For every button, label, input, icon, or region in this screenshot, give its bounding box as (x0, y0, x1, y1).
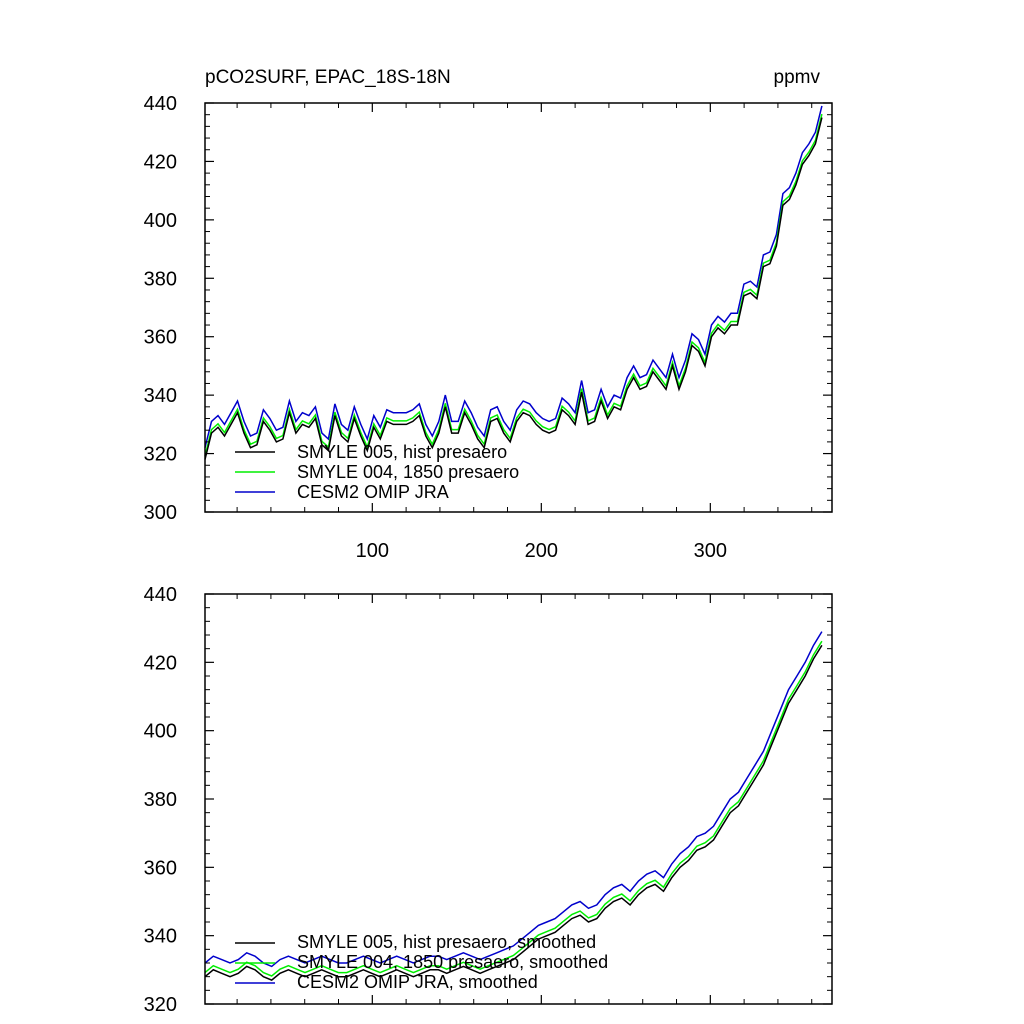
y-tick-label: 320 (144, 994, 177, 1016)
legend-label-smyle004-smoothed: SMYLE 004, 1850 presaero, smoothed (297, 952, 608, 972)
top-plot-frame (204, 102, 833, 513)
bottom-line-smyle005 (204, 644, 823, 981)
legend-label-smyle005-smoothed: SMYLE 005, hist presaero, smoothed (297, 932, 596, 952)
y-tick-label: 380 (144, 268, 177, 290)
units-label: ppmv (774, 67, 821, 88)
top-line-cesm2 (204, 105, 823, 448)
legend-label-smyle005: SMYLE 005, hist presaero (297, 442, 507, 462)
x-tick-label: 100 (356, 540, 389, 562)
legend-label-cesm2-smoothed: CESM2 OMIP JRA, smoothed (297, 972, 538, 992)
y-tick-label: 400 (144, 210, 177, 232)
legend-label-smyle004: SMYLE 004, 1850 presaero (297, 462, 519, 482)
y-tick-label: 440 (144, 93, 177, 115)
bottom-legend: SMYLE 005, hist presaero, smoothed SMYLE… (235, 932, 608, 992)
x-tick-label: 200 (525, 540, 558, 562)
top-panel: 300 320 340 360 380 400 420 440 100 200 300 SMYLE … (144, 93, 833, 562)
y-tick-label: 420 (144, 652, 177, 674)
y-tick-label: 340 (144, 385, 177, 407)
y-tick-label: 420 (144, 151, 177, 173)
y-tick-label: 440 (144, 584, 177, 606)
x-tick-label: 300 (694, 540, 727, 562)
bottom-series-layer (204, 631, 823, 981)
top-line-smyle004 (204, 113, 823, 457)
y-tick-label: 400 (144, 721, 177, 743)
y-tick-label: 320 (144, 444, 177, 466)
y-tick-label: 340 (144, 926, 177, 948)
bottom-ticks-layer: 320 340 360 380 400 420 440 (144, 584, 832, 1016)
top-ticks-layer: 300 320 340 360 380 400 420 440 100 200 300 (144, 93, 832, 562)
y-tick-label: 380 (144, 789, 177, 811)
bottom-line-cesm2 (204, 631, 823, 968)
y-tick-label: 300 (144, 502, 177, 524)
top-legend: SMYLE 005, hist presaero SMYLE 004, 1850… (235, 442, 519, 502)
y-tick-label: 360 (144, 327, 177, 349)
top-line-smyle005 (204, 117, 823, 460)
legend-label-cesm2: CESM2 OMIP JRA (297, 482, 449, 502)
bottom-line-smyle004 (204, 640, 823, 977)
chart-title: pCO2SURF, EPAC_18S-18N (205, 67, 451, 88)
y-tick-label: 360 (144, 857, 177, 879)
top-series-layer (204, 105, 823, 460)
bottom-panel: 320 340 360 380 400 420 440 SMYLE 005, hist pr… (144, 584, 833, 1016)
